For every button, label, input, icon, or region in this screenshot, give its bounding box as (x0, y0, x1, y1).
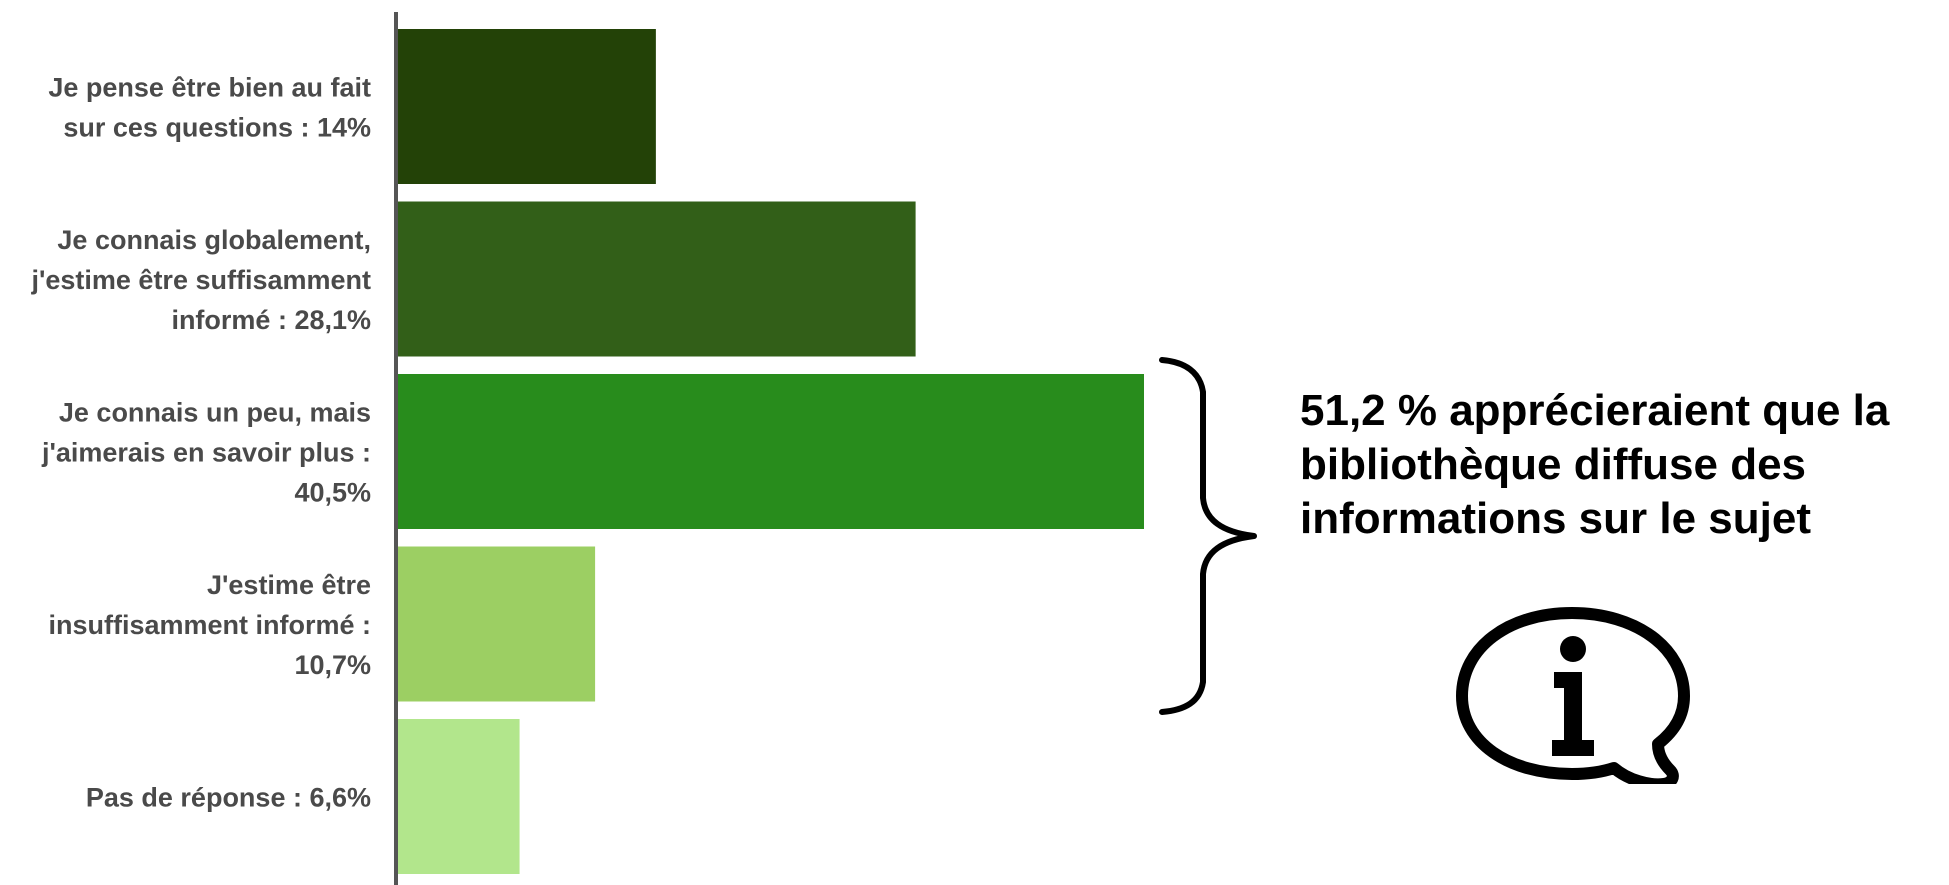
info-speech-bubble-icon (1456, 607, 1690, 784)
category-label-2: Je connais globalement, j'estime être suf… (30, 225, 371, 335)
category-labels-group: Je pense être bien au fait sur ces questi… (30, 73, 371, 813)
category-label-line: Je connais globalement, (57, 225, 371, 255)
bars-group (398, 29, 1144, 874)
category-label-line: Je pense être bien au fait (48, 73, 371, 103)
bar-2 (398, 201, 916, 357)
curly-brace (1159, 357, 1257, 715)
bar-3 (398, 374, 1144, 529)
category-label-line: j'aimerais en savoir plus : (41, 438, 371, 468)
bar-1 (398, 29, 656, 184)
category-label-line: J'estime être (207, 570, 371, 600)
category-label-1: Je pense être bien au fait sur ces questi… (48, 73, 371, 143)
category-label-4: J'estime être insuffisamment informé : 10,… (48, 570, 371, 680)
bar-4 (398, 546, 596, 702)
category-label-line: 10,7% (294, 650, 371, 680)
category-label-5: Pas de réponse : 6,6% (86, 783, 371, 813)
bar-5 (398, 719, 520, 874)
category-label-line: informé : 28,1% (171, 305, 371, 335)
category-label-line: sur ces questions : 14% (63, 113, 371, 143)
category-label-3: Je connais un peu, mais j'aimerais en sav… (41, 398, 371, 508)
category-label-line: insuffisamment informé : (48, 610, 371, 640)
category-label-line: Pas de réponse : 6,6% (86, 783, 371, 813)
category-label-line: Je connais un peu, mais (59, 398, 371, 428)
category-label-line: j'estime être suffisamment (30, 265, 371, 295)
annotation-text: 51,2 % apprécieraient que la bibliothèqu… (1300, 386, 1890, 543)
category-label-line: 40,5% (294, 478, 371, 508)
